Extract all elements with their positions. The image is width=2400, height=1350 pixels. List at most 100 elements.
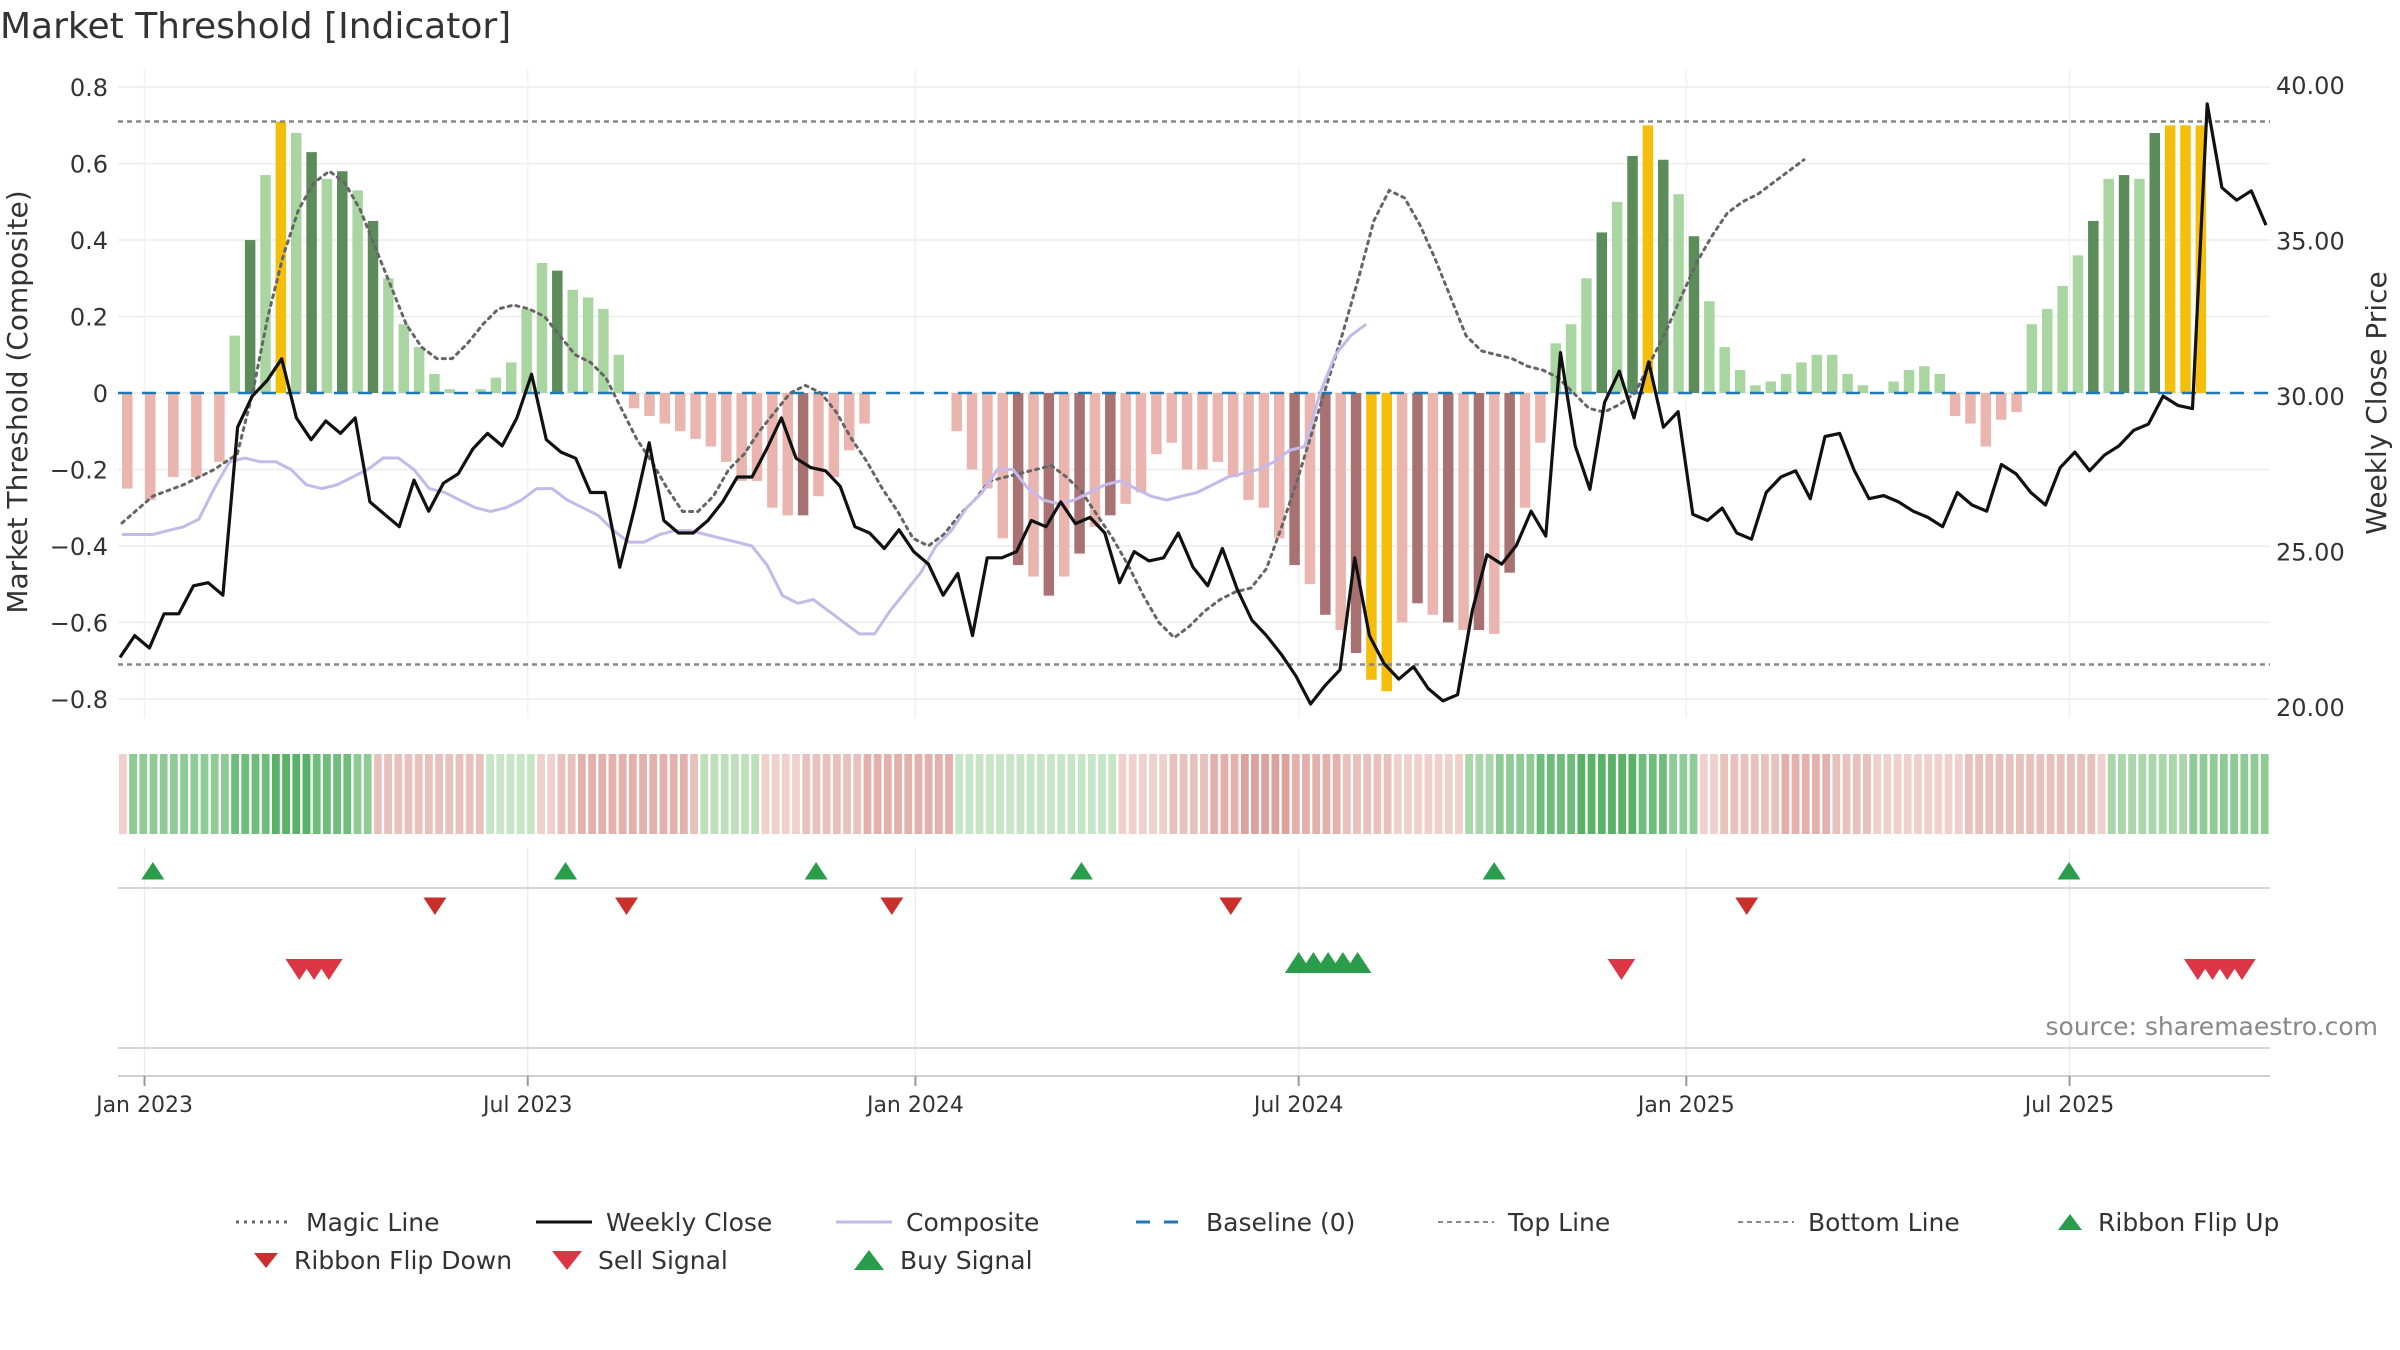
ribbon-cell xyxy=(1761,754,1769,834)
y-tick-label-right: 30.00 xyxy=(2276,383,2345,411)
composite-bar xyxy=(383,278,394,393)
ribbon-cell xyxy=(282,754,290,834)
ribbon-cell xyxy=(1985,754,1994,834)
weekly-close-line xyxy=(118,102,2268,706)
ribbon-cell xyxy=(1740,754,1749,834)
composite-bar xyxy=(736,393,747,481)
ribbon-cell xyxy=(832,754,841,834)
y-tick-label-right: 25.00 xyxy=(2276,539,2345,567)
composite-bar xyxy=(444,389,456,393)
ribbon-cell xyxy=(1587,754,1596,834)
ribbon-cell xyxy=(1750,754,1759,834)
legend-baseline[interactable]: Baseline (0) xyxy=(1136,1204,1355,1240)
ribbon-cell xyxy=(853,754,862,834)
ribbon-cell xyxy=(2026,754,2035,834)
ribbon-cell xyxy=(159,754,168,834)
ribbon-cell xyxy=(1771,754,1780,834)
legend-sell-signal[interactable]: Sell Signal xyxy=(550,1242,728,1278)
ribbon-cell xyxy=(1975,754,1984,834)
ribbon-cell xyxy=(1036,754,1045,834)
ribbon-cell xyxy=(404,754,413,834)
ribbon-cell xyxy=(669,754,678,834)
weekly-close-swatch-icon xyxy=(536,1220,592,1224)
ribbon-cell xyxy=(557,754,566,834)
composite-bar xyxy=(1504,393,1515,573)
composite-bar xyxy=(1243,393,1254,501)
composite-bar xyxy=(1074,393,1085,554)
composite-bar xyxy=(490,377,502,393)
composite-bar xyxy=(1642,125,1654,394)
triangle-down-icon xyxy=(552,1251,582,1270)
composite-bar xyxy=(567,289,578,393)
ribbon-cell xyxy=(537,754,545,834)
composite-bar xyxy=(674,393,686,432)
legend-top-line[interactable]: Top Line xyxy=(1438,1204,1610,1240)
ribbon-cell xyxy=(180,754,188,834)
legend-label: Ribbon Flip Up xyxy=(2098,1207,2280,1237)
ribbon-cell xyxy=(598,754,607,834)
ribbon-cell xyxy=(2016,754,2024,834)
composite-bar xyxy=(2088,220,2099,393)
ribbon-cell xyxy=(639,754,647,834)
composite-bar xyxy=(1442,393,1454,623)
composite-bar xyxy=(1473,393,1485,631)
ribbon-cell xyxy=(2179,754,2188,834)
composite-bar xyxy=(536,263,548,393)
top-line-swatch-icon xyxy=(1438,1221,1494,1223)
composite-bar xyxy=(598,308,609,393)
legend-ribbon-flip-down[interactable]: Ribbon Flip Down xyxy=(252,1242,512,1278)
composite-bar xyxy=(1658,159,1669,393)
ribbon-cell xyxy=(373,754,382,834)
ribbon-cell xyxy=(506,754,515,834)
composite-bar xyxy=(828,393,840,478)
composite-bar xyxy=(2026,324,2038,393)
ribbon-cell xyxy=(843,754,851,834)
x-tick-label: Jul 2024 xyxy=(1252,1093,1344,1118)
x-tick-label: Jan 2023 xyxy=(94,1093,193,1118)
ribbon-cell xyxy=(1995,754,2004,834)
ribbon-cell xyxy=(1016,754,1025,834)
legend-buy-signal[interactable]: Buy Signal xyxy=(852,1242,1033,1278)
ribbon-flip-down-marker xyxy=(1735,897,1759,915)
legend-ribbon-flip-up[interactable]: Ribbon Flip Up xyxy=(2056,1204,2279,1240)
x-tick-label: Jul 2025 xyxy=(2023,1093,2115,1118)
ribbon-cell xyxy=(2077,754,2086,834)
composite-bar xyxy=(843,393,855,451)
legend-bottom-line[interactable]: Bottom Line xyxy=(1738,1204,1960,1240)
y-axis-title-right: Weekly Close Price xyxy=(2360,271,2393,534)
composite-bar xyxy=(229,335,241,393)
composite-bar xyxy=(659,393,671,424)
ribbon-cell xyxy=(1679,754,1688,834)
composite-bar xyxy=(306,152,317,393)
composite-bar xyxy=(1350,393,1362,653)
composite-bar xyxy=(1565,324,1577,393)
x-tick-label: Jan 2025 xyxy=(1636,1093,1735,1118)
ribbon-cell xyxy=(1169,754,1178,834)
ribbon-cell xyxy=(119,754,127,834)
composite-bar xyxy=(1412,393,1423,604)
ribbon-cell xyxy=(1444,754,1453,834)
legend-magic-line[interactable]: Magic Line xyxy=(236,1204,440,1240)
ribbon-flip-up-marker xyxy=(804,862,828,880)
ribbon-cell xyxy=(1291,754,1300,834)
legend-weekly-close[interactable]: Weekly Close xyxy=(536,1204,772,1240)
ribbon-cell xyxy=(996,754,1004,834)
ribbon-cell xyxy=(2138,754,2147,834)
ribbon-cell xyxy=(1842,754,1851,834)
ribbon-cell xyxy=(1822,754,1831,834)
composite-bar xyxy=(521,308,532,393)
ribbon-cell xyxy=(1944,754,1953,834)
ribbon-cell xyxy=(526,754,535,834)
legend-composite[interactable]: Composite xyxy=(836,1204,1039,1240)
ribbon-cell xyxy=(1710,754,1718,834)
ribbon-flip-down-marker xyxy=(615,897,639,915)
ribbon-cell xyxy=(455,754,464,834)
source-label: source: sharemaestro.com xyxy=(2045,1012,2379,1041)
ribbon-flip-up-marker xyxy=(1069,862,1093,880)
y-tick-label-right: 35.00 xyxy=(2276,228,2345,256)
ribbon-cell xyxy=(1393,754,1402,834)
ribbon-cell xyxy=(1128,754,1137,834)
ribbon-cell xyxy=(1332,754,1341,834)
ribbon-flip-up-marker xyxy=(2057,862,2081,880)
ribbon-cell xyxy=(1281,754,1290,834)
